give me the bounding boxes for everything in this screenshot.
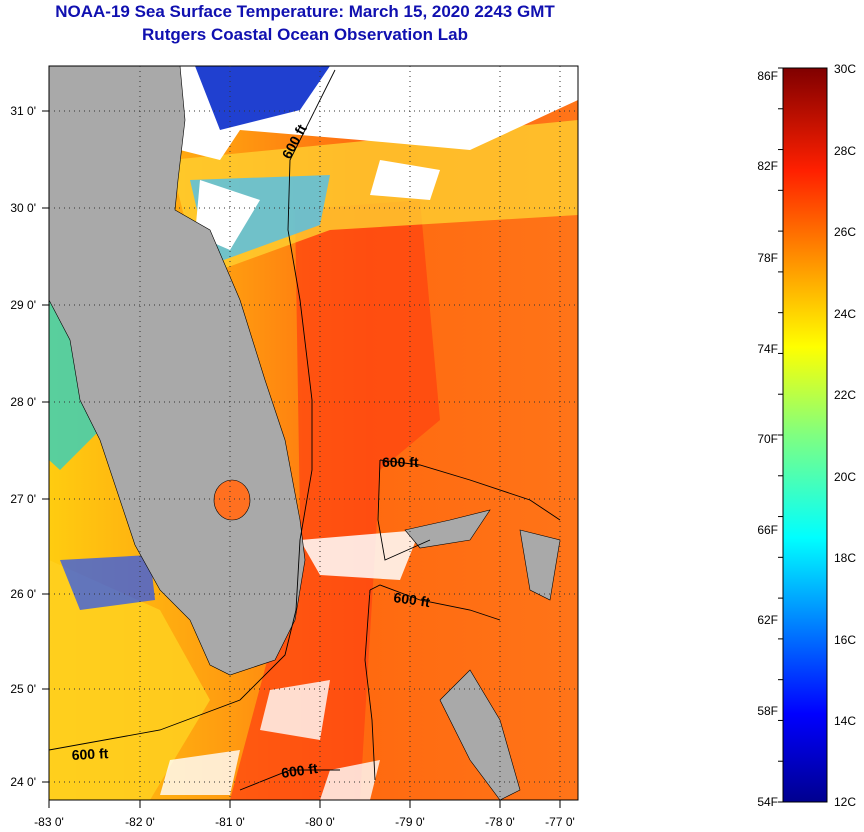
axis-ticks [42,110,561,808]
colorbar-f-label: 62F [757,613,778,627]
grand-bahama [404,509,491,549]
cold-patch-north [195,66,330,130]
map-subtitle: Rutgers Coastal Ocean Observation Lab [142,25,468,44]
colorbar-c-label: 28C [834,144,856,158]
lon-label: -77 0' [545,815,575,829]
abaco-island [519,529,561,601]
cloud-patch [260,680,330,740]
colorbar-c-label: 16C [834,633,856,647]
lon-label: -79 0' [395,815,425,829]
contour-label: 600 ft [280,760,319,781]
lat-label: 30 0' [10,201,36,215]
florida-landmass [49,66,306,676]
colorbar-f-label: 54F [757,795,778,809]
depth-contours [49,69,561,791]
colorbar [782,67,828,803]
map-frame [48,65,579,801]
lat-label: 28 0' [10,395,36,409]
colorbar-f-label: 86F [757,69,778,83]
colorbar-c-label: 26C [834,225,856,239]
colorbar-f-label: 70F [757,432,778,446]
lon-label: -81 0' [215,815,245,829]
colorbar-f-label: 78F [757,251,778,265]
contour-label: 600 ft [71,745,109,763]
contour-label: 600 ft [382,454,419,470]
colorbar-f-label: 74F [757,342,778,356]
lon-label: -83 0' [34,815,64,829]
lake-okeechobee [213,479,251,521]
contour-label: 600 ft [393,589,432,610]
map-title: NOAA-19 Sea Surface Temperature: March 1… [55,2,555,21]
gulf-stream [230,200,440,800]
lon-label: -82 0' [125,815,155,829]
cloud-patch [160,750,240,795]
colorbar-ticks [778,67,783,803]
cold-patch-gulf [60,555,155,610]
colorbar-c-label: 30C [834,62,856,76]
colorbar-c-label: 22C [834,388,856,402]
graticule [49,66,578,800]
colorbar-c-label: 18C [834,551,856,565]
cloud-patch [300,530,420,580]
colorbar-f-label: 58F [757,704,778,718]
colorbar-c-label: 14C [834,714,856,728]
lon-label: -78 0' [485,815,515,829]
andros-island [439,669,521,800]
colorbar-f-label: 66F [757,523,778,537]
lat-label: 27 0' [10,492,36,506]
lat-label: 31 0' [10,104,36,118]
colorbar-c-label: 24C [834,307,856,321]
lon-label: -80 0' [305,815,335,829]
cloud-patch [370,160,440,200]
gulf-warm-area [49,560,210,800]
lat-label: 29 0' [10,298,36,312]
colorbar-c-label: 12C [834,795,856,809]
lat-label: 26 0' [10,587,36,601]
lat-label: 24 0' [10,775,36,789]
lat-label: 25 0' [10,682,36,696]
colorbar-c-label: 20C [834,470,856,484]
colorbar-f-label: 82F [757,159,778,173]
